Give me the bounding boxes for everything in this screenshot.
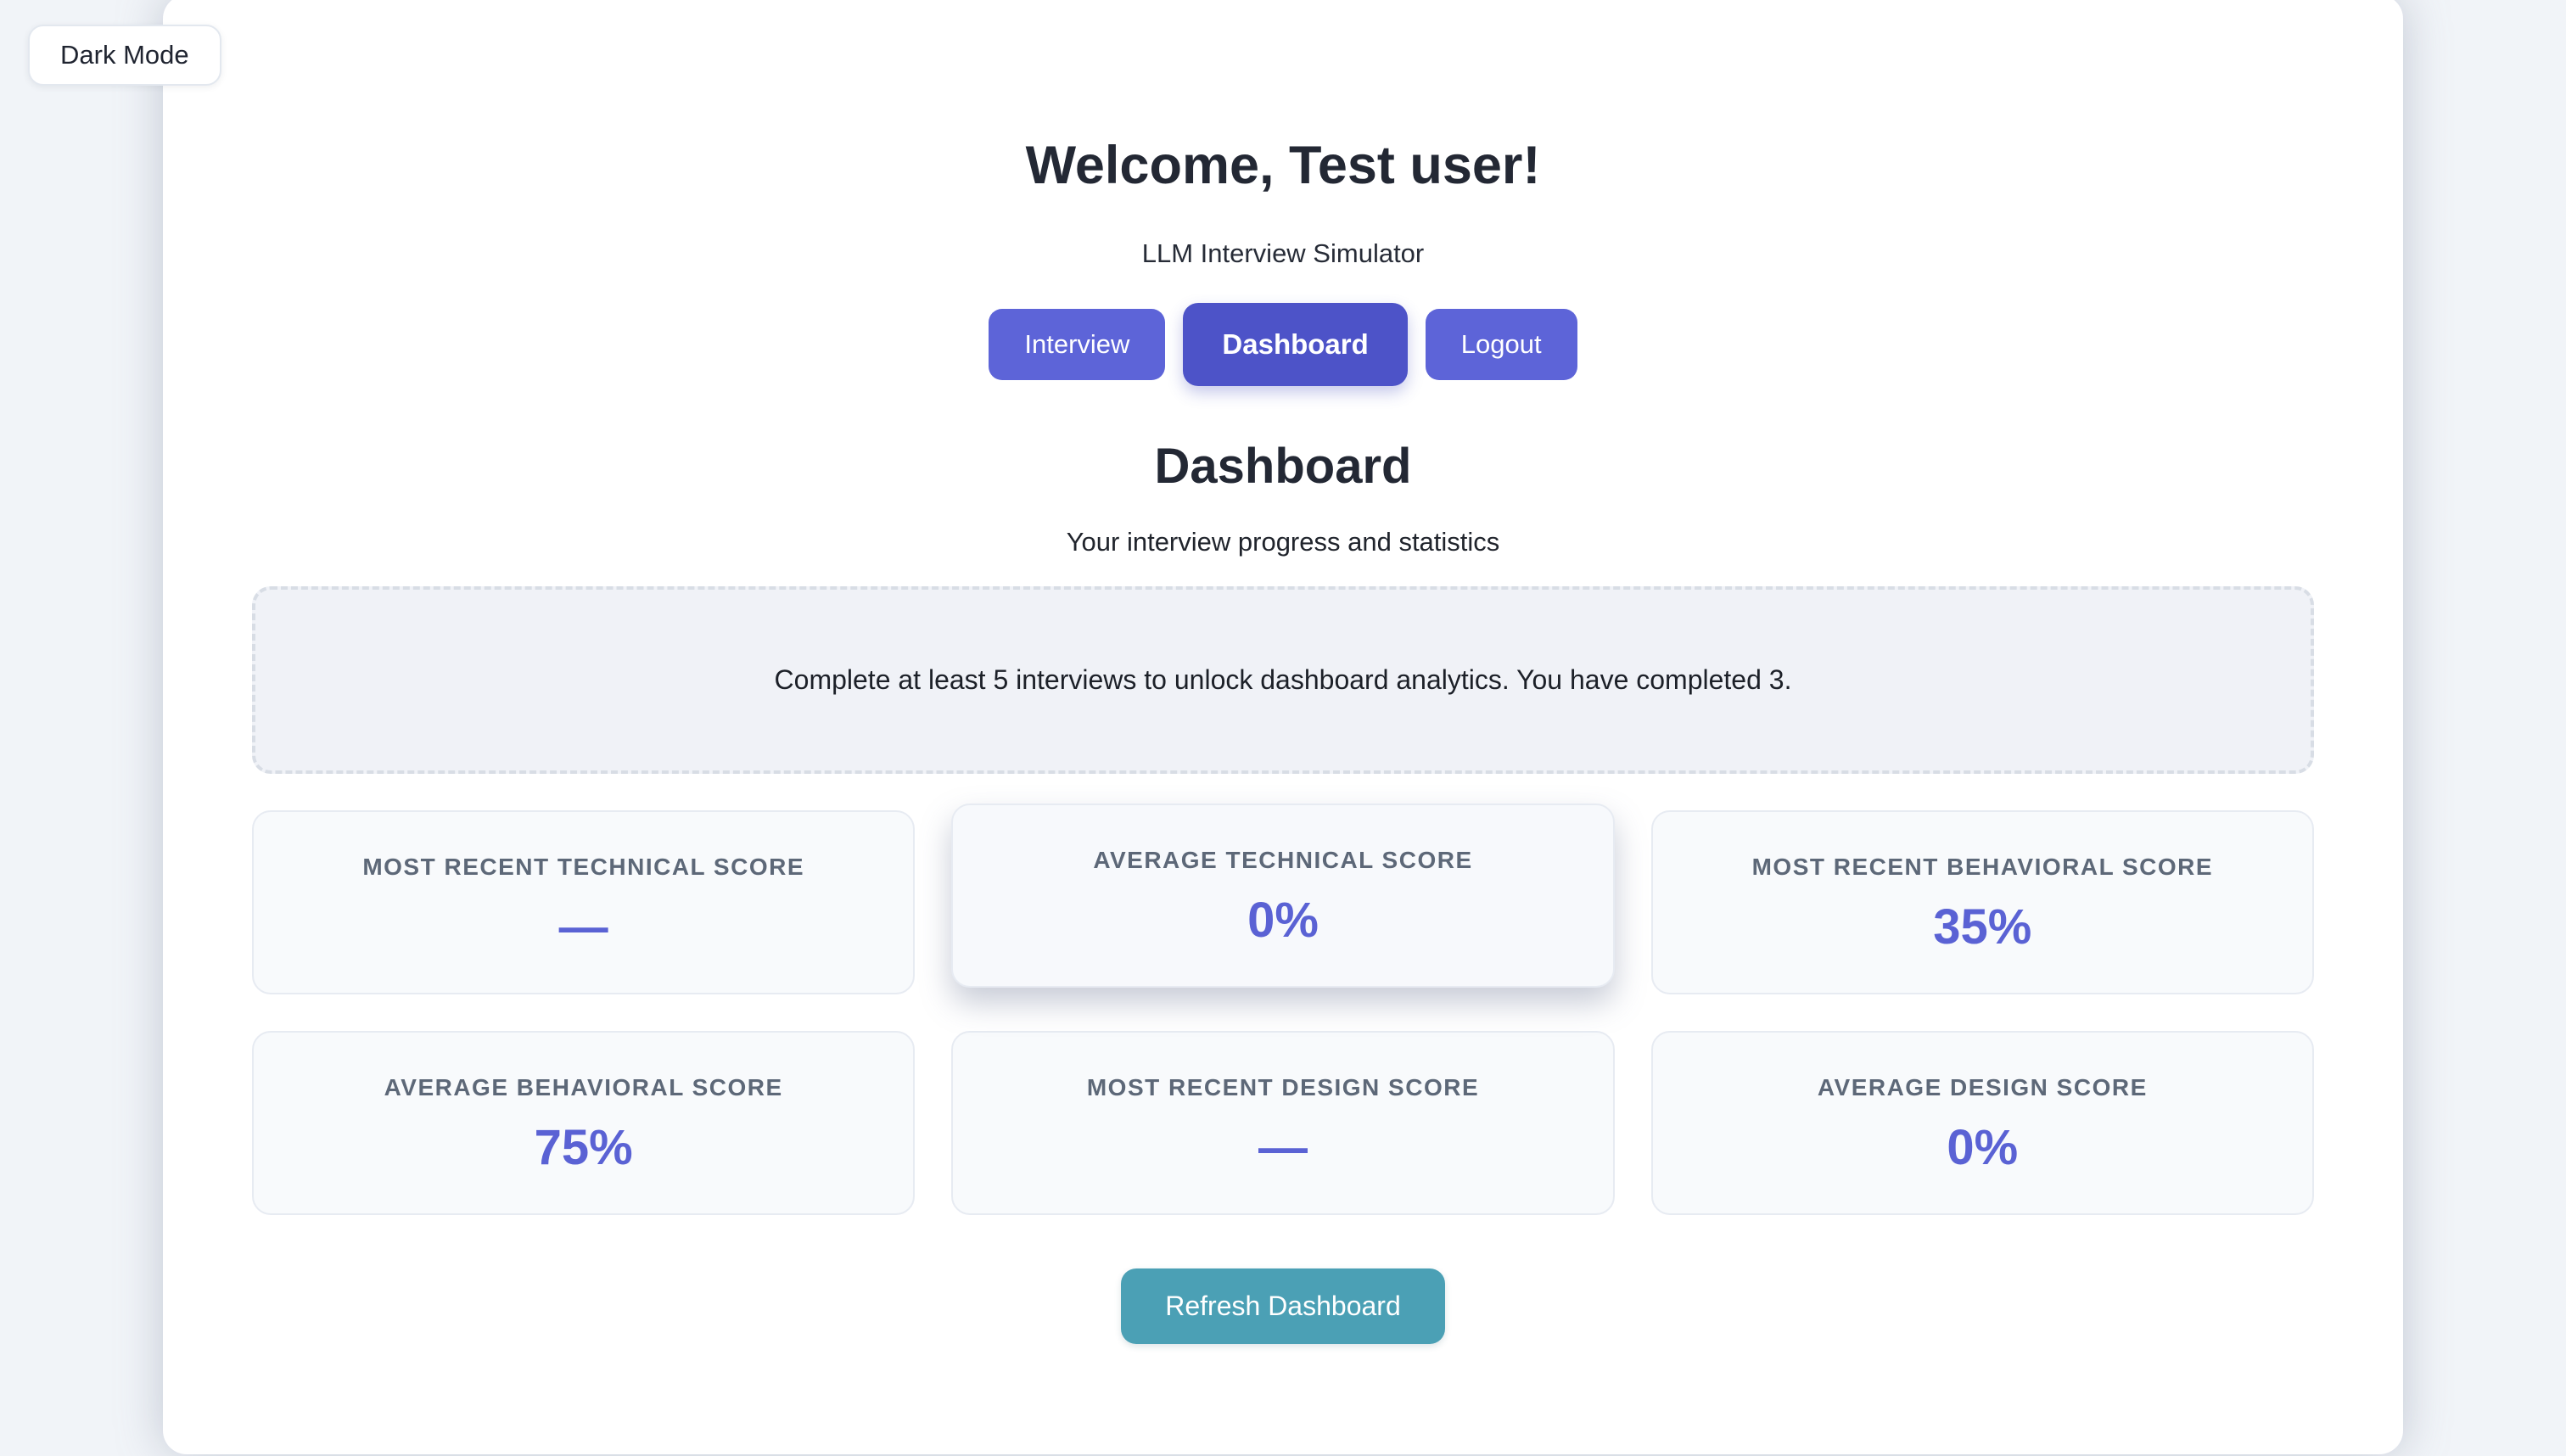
- app-subtitle: LLM Interview Simulator: [1141, 238, 1425, 268]
- stat-card-average-technical: AVERAGE TECHNICAL SCORE 0%: [951, 804, 1615, 988]
- dark-mode-toggle-button[interactable]: Dark Mode: [28, 25, 221, 86]
- stat-label: AVERAGE TECHNICAL SCORE: [1093, 846, 1473, 873]
- stat-value: —: [1258, 1119, 1308, 1175]
- stat-card-average-behavioral: AVERAGE BEHAVIORAL SCORE 75%: [252, 1031, 916, 1215]
- stat-card-most-recent-technical: MOST RECENT TECHNICAL SCORE —: [252, 810, 916, 994]
- stat-value: 35%: [1933, 899, 2032, 955]
- stats-grid: MOST RECENT TECHNICAL SCORE — AVERAGE TE…: [252, 804, 2314, 1215]
- refresh-dashboard-button[interactable]: Refresh Dashboard: [1121, 1268, 1445, 1344]
- stat-label: MOST RECENT TECHNICAL SCORE: [362, 853, 804, 880]
- nav-button-row: Interview Dashboard Logout: [163, 303, 2403, 386]
- stat-value: 0%: [1947, 1119, 2019, 1175]
- stat-card-most-recent-design: MOST RECENT DESIGN SCORE —: [951, 1031, 1615, 1215]
- stat-value: 75%: [534, 1119, 633, 1175]
- stat-label: AVERAGE DESIGN SCORE: [1817, 1073, 2148, 1100]
- analytics-lock-notice-text: Complete at least 5 interviews to unlock…: [774, 664, 1792, 695]
- stat-label: AVERAGE BEHAVIORAL SCORE: [384, 1073, 783, 1100]
- main-card: Welcome, Test user! LLM Interview Simula…: [163, 0, 2403, 1454]
- stat-label: MOST RECENT DESIGN SCORE: [1086, 1073, 1480, 1100]
- dashboard-page-subtitle: Your interview progress and statistics: [1066, 527, 1500, 557]
- nav-logout-button[interactable]: Logout: [1425, 309, 1577, 380]
- analytics-lock-notice: Complete at least 5 interviews to unlock…: [252, 586, 2314, 774]
- stat-card-most-recent-behavioral: MOST RECENT BEHAVIORAL SCORE 35%: [1650, 810, 2314, 994]
- dashboard-page-title: Dashboard: [1154, 439, 1412, 494]
- nav-interview-button[interactable]: Interview: [989, 309, 1166, 380]
- nav-dashboard-button[interactable]: Dashboard: [1183, 303, 1408, 386]
- stat-label: MOST RECENT BEHAVIORAL SCORE: [1751, 853, 2214, 880]
- stat-card-average-design: AVERAGE DESIGN SCORE 0%: [1650, 1031, 2314, 1215]
- stat-value: 0%: [1247, 892, 1319, 948]
- stat-value: —: [558, 899, 608, 955]
- welcome-title: Welcome, Test user!: [1025, 136, 1541, 195]
